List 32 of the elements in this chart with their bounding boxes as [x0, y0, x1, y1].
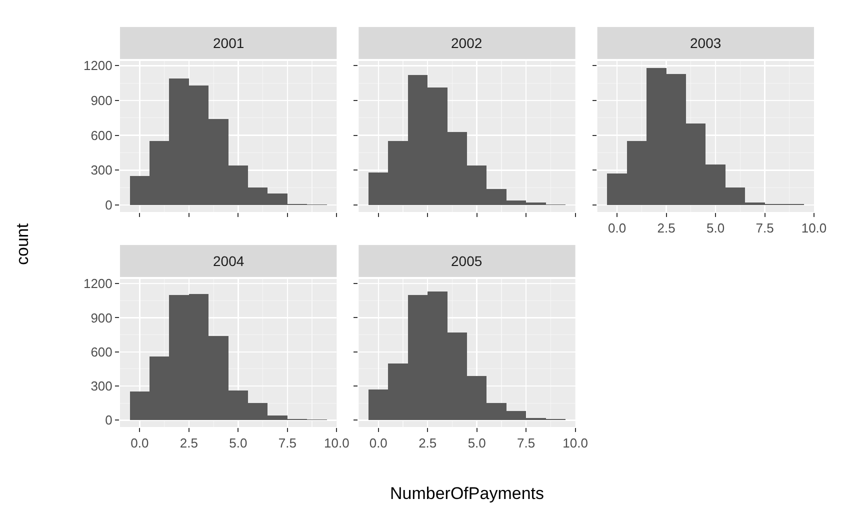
y-tick-label: 300 [90, 378, 112, 394]
y-tick-label: 600 [90, 344, 112, 360]
x-tick-label: 2.5 [180, 436, 198, 451]
x-tick-label: 7.5 [517, 436, 536, 451]
x-tick-label: 0.0 [608, 220, 626, 236]
chart-title: 2005 [451, 253, 482, 269]
x-tick-label: 0.0 [369, 436, 388, 451]
x-tick-label: 10.0 [801, 220, 827, 236]
y-tick-label: 1200 [83, 58, 112, 74]
chart-title: 2002 [451, 35, 482, 51]
x-tick-label: 7.5 [278, 436, 296, 451]
x-tick-label: 5.0 [229, 436, 248, 451]
y-tick-label: 0 [105, 412, 112, 428]
chart-title: 2003 [690, 35, 722, 51]
y-tick-label: 900 [90, 310, 112, 326]
y-tick-label: 1200 [83, 276, 112, 292]
chart-title: 2004 [213, 253, 244, 269]
chart-title: 2001 [213, 35, 244, 51]
x-tick-label: 5.0 [706, 220, 725, 236]
y-tick-label: 0 [105, 198, 112, 213]
y-tick-label: 300 [90, 162, 112, 178]
x-tick-label: 2.5 [418, 436, 437, 451]
x-tick-label: 7.5 [756, 220, 774, 236]
x-tick-label: 5.0 [468, 436, 486, 451]
y-tick-label: 600 [90, 128, 112, 143]
y-axis-title: count [13, 223, 32, 265]
x-tick-label: 10.0 [324, 436, 350, 451]
x-tick-label: 0.0 [130, 436, 149, 451]
x-axis-title: NumberOfPayments [390, 484, 544, 503]
x-tick-label: 2.5 [657, 220, 676, 236]
x-tick-label: 10.0 [562, 436, 588, 451]
y-tick-label: 900 [90, 93, 112, 108]
